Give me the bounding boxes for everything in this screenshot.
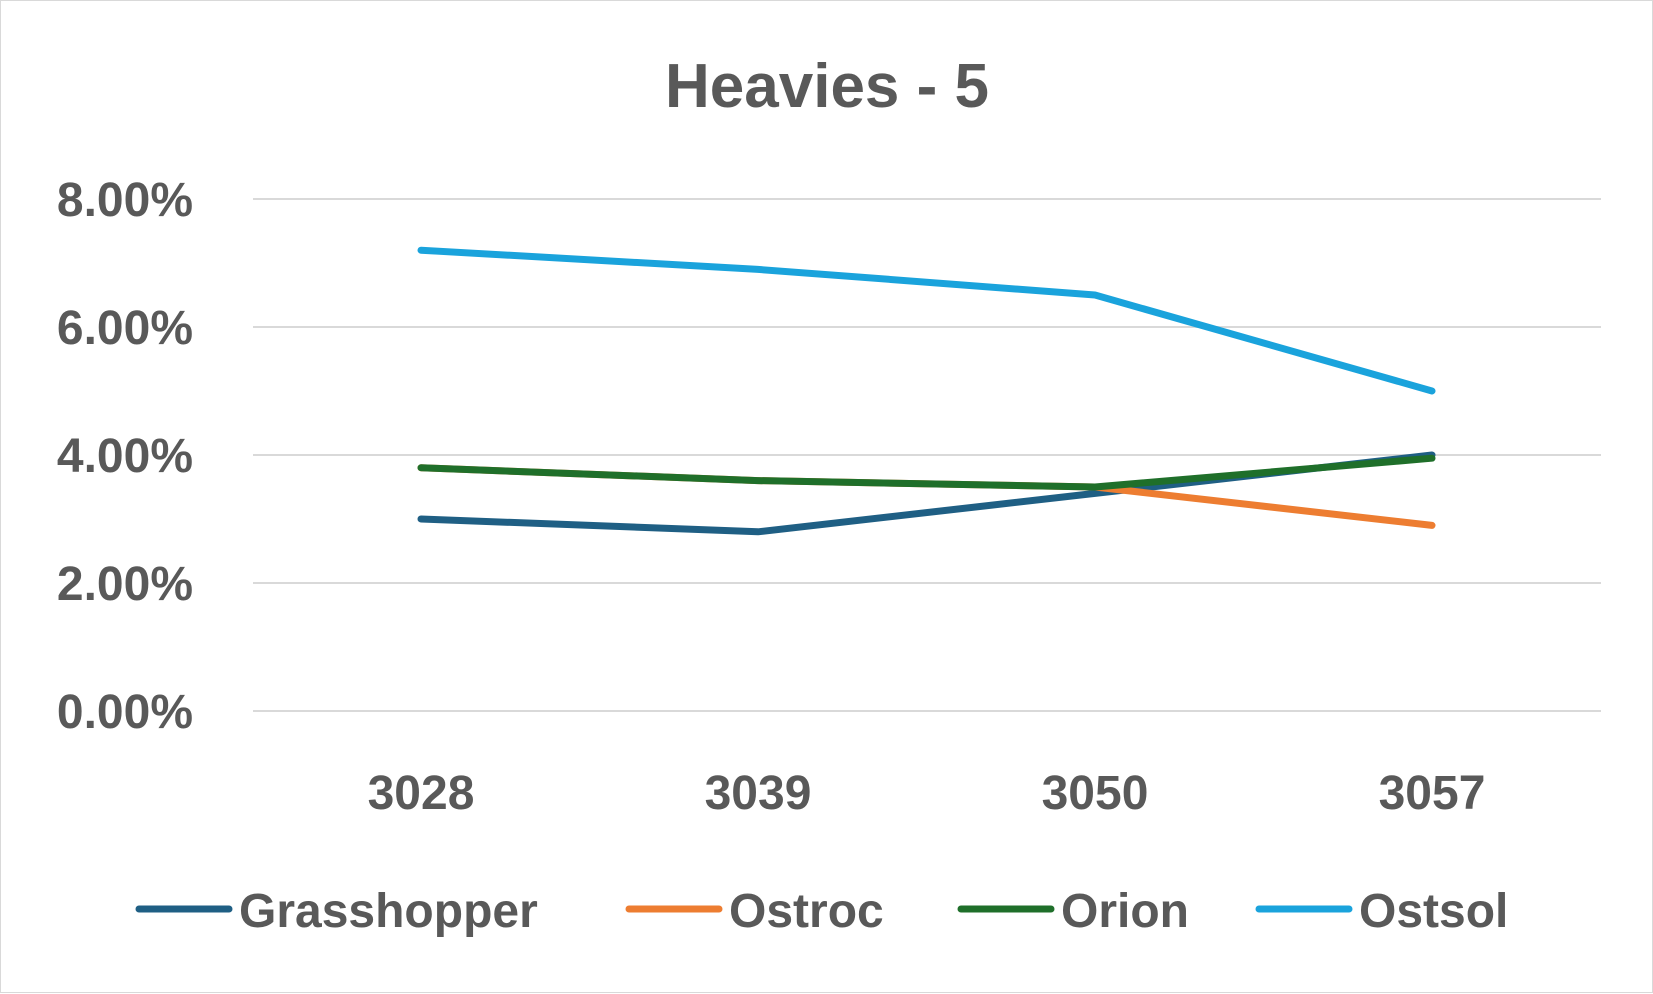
series-line-orion [417,454,1436,491]
y-axis-ticks: 0.00% 2.00% 4.00% 6.00% 8.00% [57,174,193,739]
y-tick-label: 0.00% [57,686,193,739]
x-tick-label: 3039 [705,767,812,820]
legend-label: Orion [1061,885,1189,938]
legend-item-grasshopper: Grasshopper [135,885,538,938]
y-tick-label: 8.00% [57,174,193,227]
y-tick-label: 4.00% [57,430,193,483]
series-lines [417,246,1436,536]
y-tick-label: 2.00% [57,558,193,611]
legend-item-ostroc: Ostroc [625,885,884,938]
y-tick-label: 6.00% [57,302,193,355]
x-tick-label: 3050 [1042,767,1149,820]
gridlines [253,198,1601,712]
legend: Grasshopper Ostroc Orion Ostsol [135,885,1508,938]
x-tick-label: 3028 [368,767,475,820]
legend-label: Ostsol [1359,885,1508,938]
series-line-ostsol [417,246,1436,395]
chart-title: Heavies - 5 [665,52,989,121]
series-line-grasshopper [417,451,1436,536]
legend-label: Grasshopper [239,885,538,938]
legend-item-orion: Orion [957,885,1189,938]
legend-item-ostsol: Ostsol [1255,885,1508,938]
x-tick-label: 3057 [1379,767,1486,820]
legend-label: Ostroc [729,885,884,938]
x-axis-ticks: 3028 3039 3050 3057 [368,767,1486,820]
